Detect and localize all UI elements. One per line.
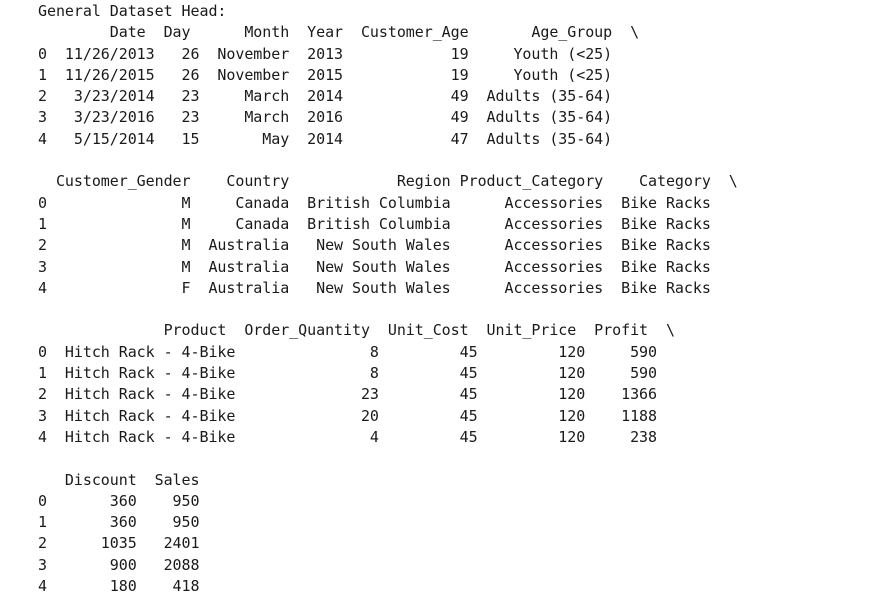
table3-row: 2 Hitch Rack - 4-Bike 23 45 120 1366 [38, 385, 684, 404]
table1-row: 0 11/26/2013 26 November 2013 19 Youth (… [38, 44, 640, 63]
table3-row: 0 Hitch Rack - 4-Bike 8 45 120 590 [38, 342, 684, 361]
table4-row: 3 900 2088 [38, 555, 200, 574]
blank-line [38, 150, 738, 171]
table1-row: 1 11/26/2015 26 November 2015 19 Youth (… [38, 65, 640, 84]
table4-row: 2 1035 2401 [38, 534, 200, 553]
table3-row: 1 Hitch Rack - 4-Bike 8 45 120 590 [38, 364, 684, 383]
table2-row: 1 M Canada British Columbia Accessories … [38, 214, 738, 233]
table1-row: 3 3/23/2016 23 March 2016 49 Adults (35-… [38, 108, 640, 127]
table1-header-row: Date Day Month Year Customer_Age Age_Gro… [38, 23, 640, 42]
table4-header-row: Discount Sales [38, 470, 200, 489]
table3-row: 4 Hitch Rack - 4-Bike 4 45 120 238 [38, 427, 684, 446]
table3-header-row: Product Order_Quantity Unit_Cost Unit_Pr… [38, 321, 675, 340]
table2-row: 4 F Australia New South Wales Accessorie… [38, 278, 738, 297]
table4-row: 1 360 950 [38, 513, 200, 532]
blank-line [38, 299, 738, 320]
output-title: General Dataset Head: [38, 2, 227, 20]
table4-row: 0 360 950 [38, 491, 200, 510]
table2-row: 3 M Australia New South Wales Accessorie… [38, 257, 738, 276]
console-output: General Dataset Head: Date Day Month Yea… [38, 1, 738, 597]
table2-row: 0 M Canada British Columbia Accessories … [38, 193, 738, 212]
table2-header-row: Customer_Gender Country Region Product_C… [38, 172, 738, 191]
table4-row: 4 180 418 [38, 577, 200, 596]
blank-line [38, 448, 738, 469]
table2-row: 2 M Australia New South Wales Accessorie… [38, 236, 738, 255]
table3-row: 3 Hitch Rack - 4-Bike 20 45 120 1188 [38, 406, 684, 425]
table1-row: 4 5/15/2014 15 May 2014 47 Adults (35-64… [38, 129, 640, 148]
table1-row: 2 3/23/2014 23 March 2014 49 Adults (35-… [38, 87, 640, 106]
